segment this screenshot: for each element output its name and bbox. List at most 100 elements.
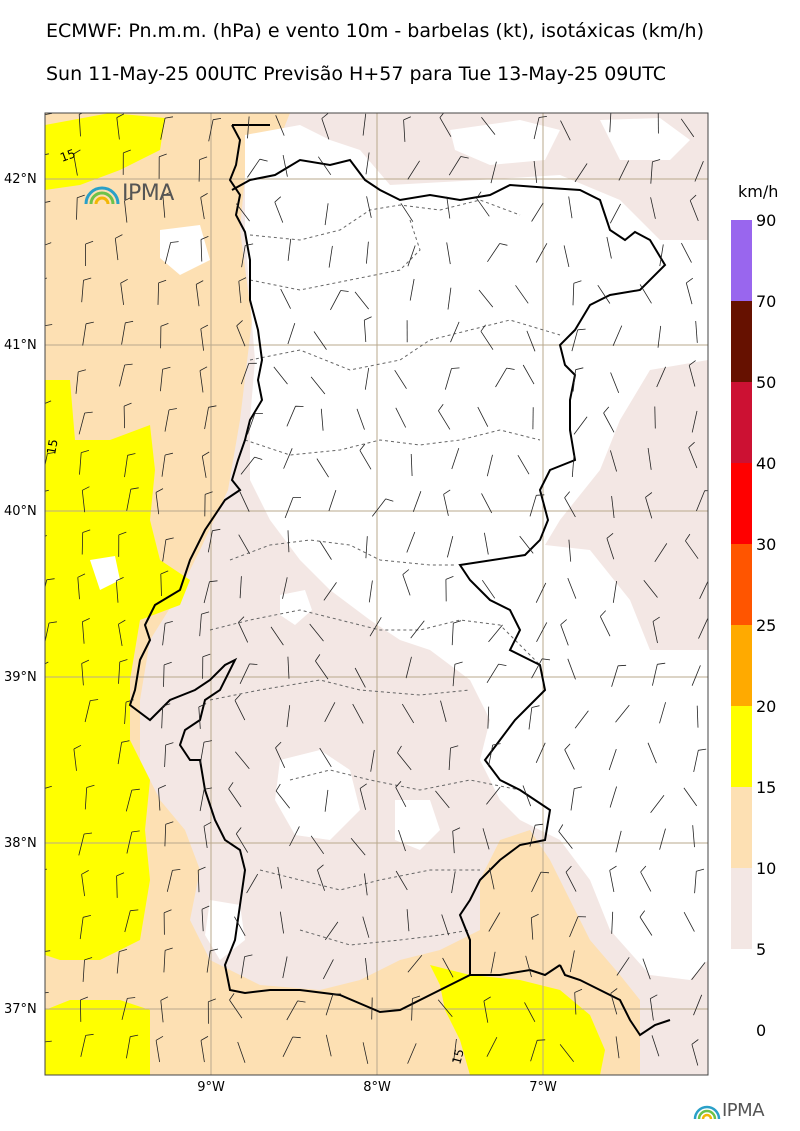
colorbar-tick: 70 [756,292,777,311]
wind-barb [656,366,666,388]
wind-barb [34,906,41,932]
wind-barb [531,202,544,222]
wind-barb [395,870,408,891]
wind-barb [402,569,411,596]
wind-barb [79,450,90,475]
wind-barb [118,659,128,684]
wind-barb [435,790,450,809]
wind-barb [197,866,206,893]
wind-barb [203,821,212,848]
wind-barb [567,70,574,96]
wind-barb [611,911,614,934]
lat-label: 41°N [4,338,37,353]
colorbar-tick: 30 [756,535,777,554]
wind-barb [692,78,697,99]
wind-barb [202,653,211,679]
wind-barb [316,458,329,478]
wind-barb [519,535,534,554]
wind-barb [685,277,694,305]
wind-barb [535,243,548,263]
colorbar-segment [731,463,752,544]
wind-barb [522,785,532,807]
wind-barb [486,663,507,684]
wind-barb [533,160,538,183]
wind-barb [642,958,651,980]
wind-barb [640,865,652,892]
wind-barb [200,324,209,351]
forecast-subtitle: Sun 11-May-25 00UTC Previsão H+57 para T… [46,63,667,85]
wind-barb [234,751,250,769]
wind-barb [529,823,544,847]
wind-barb [239,576,242,599]
wind-barb [651,1035,660,1057]
wind-barb [574,988,583,1015]
wind-barb [73,149,81,176]
wind-barb [286,705,291,728]
wind-barb [495,367,515,388]
wind-barb [607,71,615,91]
colorbar-segment [731,949,752,1030]
wind-barb [446,196,451,219]
wind-barb [362,916,370,938]
wind-barb [483,996,491,1023]
colorbar-tick: 90 [756,211,777,230]
wind-barb [208,118,222,142]
wind-barb [45,324,53,326]
wind-barb [161,452,173,477]
wind-barb [124,453,136,478]
wind-barb [599,610,611,637]
wind-barb [639,910,653,936]
wind-barb [650,197,656,219]
wind-barb [522,364,535,385]
wind-barb [162,191,171,218]
wind-barb [688,360,696,387]
wind-barb [198,156,208,182]
wind-barb [531,871,550,893]
wind-barb [368,580,373,603]
wind-barb [319,747,332,768]
wind-barb [365,958,369,981]
wind-barb [567,658,576,680]
colorbar-tick: 25 [756,616,777,635]
wind-barb [45,535,47,537]
colorbar-tick: 10 [756,859,777,878]
wind-barb [691,1039,699,1066]
wind-barb [323,582,337,601]
wind-barb [567,577,577,599]
wind-barb [371,498,394,517]
wind-barb [487,243,508,263]
wind-barb [34,364,41,389]
wind-barb [317,156,332,176]
wind-barb [407,75,421,92]
wind-barb [160,996,169,1023]
wind-barb [164,408,177,432]
wind-barb [442,957,454,978]
wind-barb [125,788,140,812]
wind-barb [486,1037,498,1057]
wind-barb [117,740,130,765]
wind-barb [571,328,586,352]
wind-barb [452,661,463,687]
wind-barb [199,740,212,764]
wind-barb [322,959,334,980]
wind-barb [486,786,501,805]
wind-barb [286,1000,306,1021]
wind-barb [354,291,370,310]
wind-barb [698,618,708,639]
wind-barb [407,160,420,180]
wind-barb [680,118,695,138]
wind-barb [207,528,221,553]
wind-barb [439,113,452,137]
wind-barb [652,662,666,686]
wind-band-0-5 [450,120,560,165]
wind-barb [448,156,469,176]
wind-barb [310,835,325,855]
wind-barb [683,912,695,932]
wind-barb [569,950,575,973]
wind-barb [282,956,288,979]
wind-barb [441,914,450,936]
wind-barb [451,620,462,646]
wind-barb [645,492,653,519]
wind-band-0-5 [280,590,312,625]
